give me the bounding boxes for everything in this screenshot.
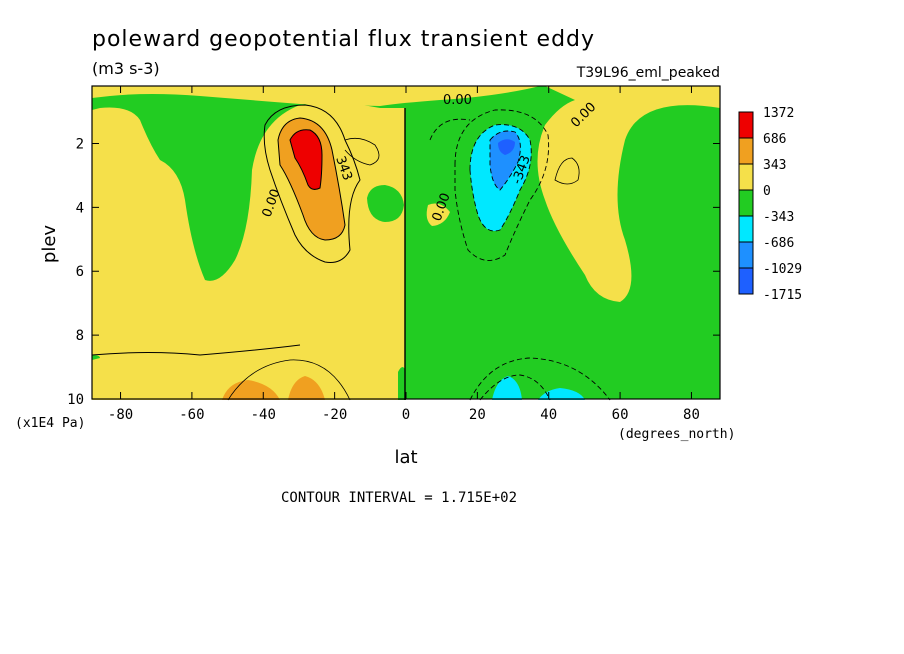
legend-swatch xyxy=(738,267,754,295)
x-tick-label: -60 xyxy=(179,407,204,423)
x-tick-label: 60 xyxy=(612,407,629,423)
legend-swatch xyxy=(738,189,754,217)
y-tick-label: 10 xyxy=(67,392,84,408)
contour-lines xyxy=(91,104,580,401)
legend-level-label: 686 xyxy=(763,132,786,147)
x-tick-label: 20 xyxy=(469,407,486,423)
legend-level-label: -1029 xyxy=(763,262,802,277)
legend-level-label: 343 xyxy=(763,158,786,173)
chart-title: poleward geopotential flux transient edd… xyxy=(92,27,595,52)
x-axis-label: lat xyxy=(394,447,417,468)
legend: 1372 686 343 0 -343 -686 -1029 -1715 xyxy=(738,106,802,303)
y-tick-label: 2 xyxy=(76,136,84,152)
x-tick-label: 40 xyxy=(540,407,557,423)
y-tick-label: 4 xyxy=(76,200,84,216)
legend-level-label: 0 xyxy=(763,184,771,199)
negative-core xyxy=(498,139,515,155)
legend-swatch xyxy=(738,111,754,139)
x-tick-label: -80 xyxy=(108,407,133,423)
contour-lines-negative xyxy=(429,109,611,401)
x-tick-label: 80 xyxy=(683,407,700,423)
legend-swatch xyxy=(738,215,754,243)
positive-bottom-lobe-west xyxy=(222,380,280,400)
y-tick-label: 6 xyxy=(76,264,84,280)
positive-max-red xyxy=(290,129,322,190)
y-axis-label: plev xyxy=(39,225,60,264)
contour-interval: CONTOUR INTERVAL = 1.715E+02 xyxy=(281,490,517,506)
negative-pocket-south xyxy=(367,185,404,222)
positive-strip-top xyxy=(92,86,540,106)
x-tick-label: 0 xyxy=(402,407,410,423)
y-axis: 2 4 6 8 10 xyxy=(67,136,720,408)
legend-level-label: -686 xyxy=(763,236,794,251)
legend-swatch xyxy=(738,241,754,269)
legend-level-label: -1715 xyxy=(763,288,802,303)
legend-level-label: 1372 xyxy=(763,106,794,121)
negative-pocket-bottom xyxy=(398,367,406,400)
chart-units: (m3 s-3) xyxy=(92,59,160,78)
legend-level-label: -343 xyxy=(763,210,794,225)
negative-bottom-lobe-east xyxy=(538,388,585,400)
x-tick-label: -20 xyxy=(322,407,347,423)
run-label: T39L96_eml_peaked xyxy=(576,65,720,81)
plot-area: 0.00 0.00 0.00 0.00 343 -343 xyxy=(91,85,721,401)
positive-bottom-lobe-east xyxy=(288,376,325,400)
positive-patch-equator xyxy=(426,203,450,226)
legend-swatch xyxy=(738,163,754,191)
y-tick-label: 8 xyxy=(76,328,84,344)
x-axis: -80 -60 -40 -20 0 20 40 60 80 xyxy=(108,86,700,423)
legend-swatch xyxy=(738,137,754,165)
x-axis-units: (degrees_north) xyxy=(618,427,735,442)
y-axis-units: (x1E4 Pa) xyxy=(15,416,85,431)
positive-region-north xyxy=(537,86,720,302)
contour-label-zero-top: 0.00 xyxy=(443,93,472,108)
x-tick-label: -40 xyxy=(251,407,276,423)
